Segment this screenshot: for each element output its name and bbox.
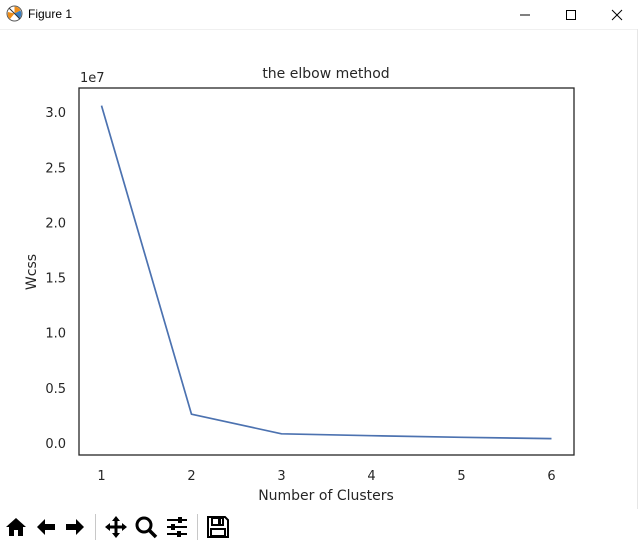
configure-subplots-button[interactable]	[163, 512, 191, 542]
move-icon	[105, 516, 127, 538]
pan-button[interactable]	[102, 512, 130, 542]
window-title: Figure 1	[28, 7, 73, 21]
home-icon	[6, 518, 26, 536]
x-tick-label: 4	[367, 469, 375, 484]
plot-area-frame	[78, 87, 575, 456]
window-scrollbar-edge	[637, 29, 642, 509]
y-tick-label: 3.0	[45, 106, 66, 121]
toolbar-separator	[95, 514, 96, 540]
y-tick-label: 0.5	[45, 382, 66, 397]
wcss-line	[100, 105, 552, 440]
forward-button[interactable]	[61, 512, 89, 542]
toolbar-separator	[197, 514, 198, 540]
magnifier-icon	[135, 516, 158, 539]
x-axis-label: Number of Clusters	[258, 488, 394, 504]
close-icon	[611, 9, 623, 20]
x-tick-label: 3	[277, 469, 285, 484]
back-button[interactable]	[32, 512, 60, 542]
y-axis-label: Wcss	[24, 254, 40, 290]
matplotlib-app-icon	[6, 5, 23, 22]
arrow-left-icon	[37, 519, 55, 535]
maximize-icon	[566, 9, 576, 20]
y-tick-label: 1.5	[45, 272, 66, 287]
y-tick-label: 0.0	[45, 437, 66, 452]
floppy-disk-icon	[207, 516, 229, 538]
navigation-toolbar	[0, 510, 642, 547]
figure-canvas: the elbow method 1e7 Number of Clusters …	[24, 66, 575, 504]
minimize-button[interactable]	[502, 0, 548, 29]
y-tick-labels: 0.0 0.5 1.0 1.5 2.0 2.5 3.0	[45, 106, 66, 452]
y-axis-offset-text: 1e7	[80, 71, 105, 86]
sliders-icon	[167, 517, 187, 537]
y-tick-label: 2.5	[45, 161, 66, 176]
title-bar: Figure 1	[0, 0, 642, 30]
x-tick-label: 5	[457, 469, 465, 484]
y-tick-label: 1.0	[45, 327, 66, 342]
x-tick-label: 1	[97, 469, 105, 484]
save-button[interactable]	[204, 512, 232, 542]
x-tick-labels: 1 2 3 4 5 6	[97, 469, 555, 484]
close-button[interactable]	[594, 0, 640, 29]
x-tick-label: 2	[187, 469, 195, 484]
home-button[interactable]	[2, 512, 30, 542]
y-tick-label: 2.0	[45, 216, 66, 231]
x-tick-label: 6	[547, 469, 555, 484]
zoom-button[interactable]	[132, 512, 160, 542]
arrow-right-icon	[66, 519, 84, 535]
minimize-icon	[520, 14, 530, 15]
chart-title: the elbow method	[262, 66, 389, 82]
maximize-button[interactable]	[548, 0, 594, 29]
